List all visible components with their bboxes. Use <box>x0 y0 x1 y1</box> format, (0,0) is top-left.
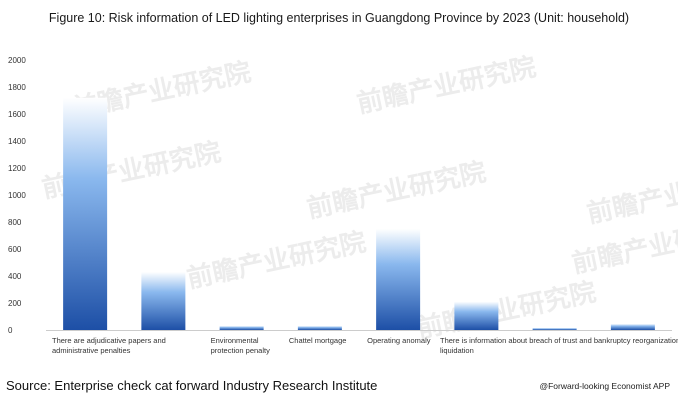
source-note: Source: Enterprise check cat forward Ind… <box>6 378 378 393</box>
y-tick-label: 1600 <box>8 110 26 119</box>
x-tick-label: There is information about breach of tru… <box>440 336 678 355</box>
chart-title: Figure 10: Risk information of LED light… <box>48 11 630 25</box>
bar <box>297 325 342 330</box>
y-axis: 0 200 400 600 800 1000 1200 1400 1600 1800 2000 <box>8 56 26 335</box>
x-tick-label: There are adjudicative papers and adminis… <box>52 336 166 355</box>
y-tick-label: 800 <box>8 218 22 227</box>
x-tick-label: Environmental protection penalty <box>211 336 270 355</box>
y-tick-label: 600 <box>8 245 22 254</box>
credit-note: @Forward-looking Economist APP <box>539 381 670 391</box>
x-axis: There are adjudicative papers and adminis… <box>46 330 678 355</box>
bar <box>376 228 421 330</box>
bar <box>219 325 264 330</box>
y-tick-label: 1400 <box>8 137 26 146</box>
y-tick-label: 1200 <box>8 164 26 173</box>
y-tick-label: 0 <box>8 326 13 335</box>
y-tick-label: 200 <box>8 299 22 308</box>
y-tick-label: 1000 <box>8 191 26 200</box>
bars-group <box>63 97 655 330</box>
bar <box>141 271 186 330</box>
bar <box>610 323 655 330</box>
y-tick-label: 400 <box>8 272 22 281</box>
bar <box>63 97 108 330</box>
x-tick-label: Chattel mortgage <box>289 336 347 345</box>
y-tick-label: 2000 <box>8 56 26 65</box>
x-tick-label: Operating anomaly <box>367 336 431 345</box>
bar <box>454 301 499 330</box>
bar <box>532 327 577 330</box>
y-tick-label: 1800 <box>8 83 26 92</box>
